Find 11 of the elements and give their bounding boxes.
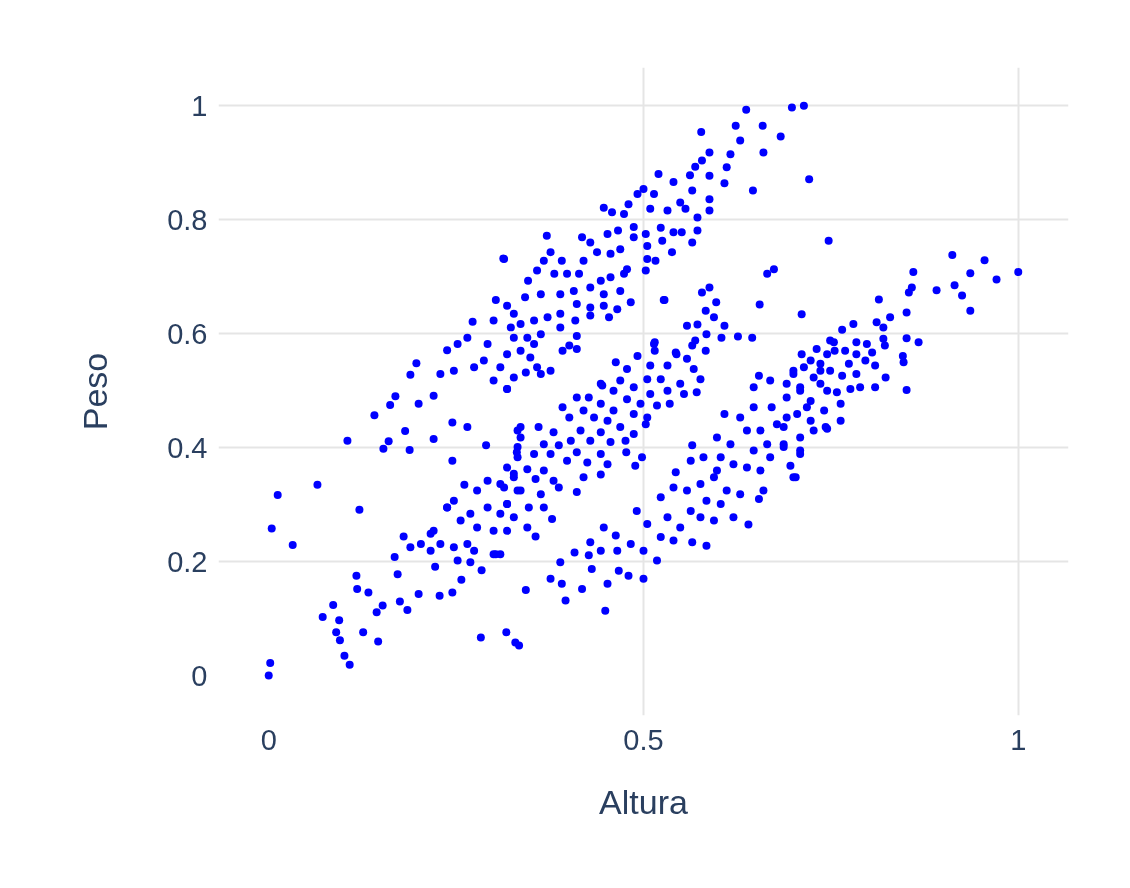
y-tick-label: 0.6 [167,317,208,350]
y-tick-label: 0.2 [167,545,208,578]
x-tick-label: 0 [260,723,277,756]
x-tick-label: 0.5 [623,723,664,756]
y-tick-label: 0 [191,659,208,692]
x-tick-label: 1 [1010,723,1027,756]
y-tick-label: 1 [191,89,208,122]
x-axis-title: Altura [599,782,688,821]
y-axis-title: Peso [76,352,115,431]
y-tick-label: 0.4 [167,431,208,464]
y-tick-label: 0.8 [167,203,208,236]
